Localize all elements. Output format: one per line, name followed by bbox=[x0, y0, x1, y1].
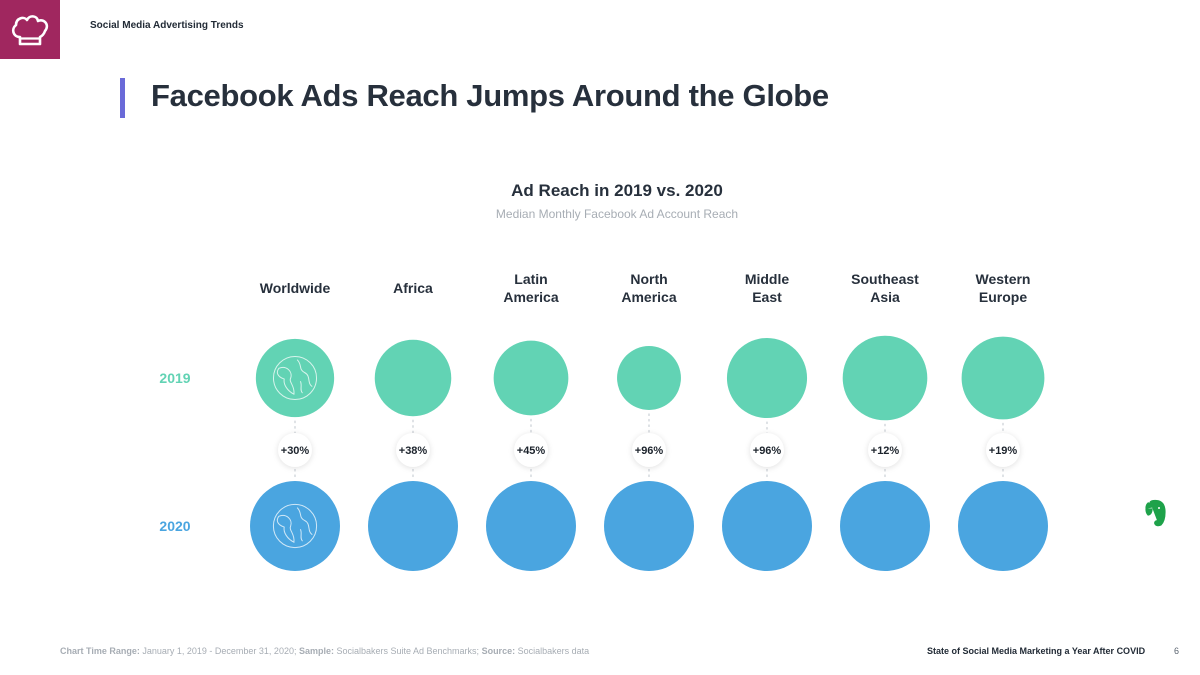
category-label-southeast-asia: Southeast Asia bbox=[851, 271, 919, 305]
chart-subtitle: Median Monthly Facebook Ad Account Reach bbox=[496, 207, 738, 221]
change-badge-africa bbox=[396, 433, 430, 467]
bubble-2019-north-america bbox=[617, 346, 681, 410]
sample-label: Sample: bbox=[296, 646, 334, 656]
change-badge-middle-east bbox=[750, 433, 784, 467]
change-badge-latin-america bbox=[514, 433, 548, 467]
change-badge-north-america bbox=[632, 433, 666, 467]
change-label-western-europe: +19% bbox=[989, 445, 1018, 457]
bubble-2020-southeast-asia bbox=[840, 481, 930, 571]
row-label-2019: 2019 bbox=[159, 370, 190, 386]
evernote-elephant-icon[interactable] bbox=[1143, 499, 1167, 527]
source-label: Source: bbox=[479, 646, 516, 656]
category-label-worldwide: Worldwide bbox=[260, 280, 331, 296]
report-name: State of Social Media Marketing a Year A… bbox=[927, 646, 1146, 656]
bubble-2019-latin-america bbox=[493, 340, 569, 416]
globe-icon bbox=[272, 355, 318, 401]
category-label-africa: Africa bbox=[393, 280, 433, 296]
report-section-title: Social Media Advertising Trends bbox=[90, 20, 244, 31]
source-value: Socialbakers data bbox=[515, 646, 590, 656]
bubble-2019-africa bbox=[374, 339, 452, 417]
category-label-middle-east: Middle East bbox=[745, 271, 790, 305]
bubble-2019-southeast-asia bbox=[842, 335, 928, 421]
category-label-western-europe: Western Europe bbox=[976, 271, 1031, 305]
chef-hat-icon bbox=[11, 14, 49, 45]
page-title: Facebook Ads Reach Jumps Around the Glob… bbox=[151, 78, 829, 113]
change-label-latin-america: +45% bbox=[517, 445, 546, 457]
page-number: 6 bbox=[1174, 646, 1180, 656]
range-label: Chart Time Range: bbox=[60, 646, 140, 656]
bubble-2019-middle-east bbox=[726, 337, 808, 419]
category-label-latin-america: Latin America bbox=[503, 271, 558, 305]
change-badge-western-europe bbox=[986, 433, 1020, 467]
globe-icon bbox=[272, 503, 318, 549]
bubble-2020-africa bbox=[368, 481, 458, 571]
change-label-worldwide: +30% bbox=[281, 445, 310, 457]
change-label-middle-east: +96% bbox=[753, 445, 782, 457]
row-label-2020: 2020 bbox=[159, 518, 190, 534]
bubble-2020-north-america bbox=[604, 481, 694, 571]
chart-title: Ad Reach in 2019 vs. 2020 bbox=[511, 181, 723, 200]
category-label-north-america: North America bbox=[621, 271, 676, 305]
bubble-2019-western-europe bbox=[961, 336, 1045, 420]
change-label-africa: +38% bbox=[399, 445, 428, 457]
bubble-2020-middle-east bbox=[722, 481, 812, 571]
bubble-2020-western-europe bbox=[958, 481, 1048, 571]
change-label-north-america: +96% bbox=[635, 445, 664, 457]
bubble-2019-worldwide bbox=[255, 338, 335, 418]
title-accent-bar bbox=[120, 78, 125, 118]
sample-value: Socialbakers Suite Ad Benchmarks; bbox=[333, 646, 480, 656]
chart-footnote: Chart Time Range: January 1, 2019 - Dece… bbox=[60, 646, 589, 656]
range-value: January 1, 2019 - December 31, 2020; bbox=[139, 646, 297, 656]
change-badge-southeast-asia bbox=[868, 433, 902, 467]
bubble-2020-worldwide bbox=[250, 481, 340, 571]
change-label-southeast-asia: +12% bbox=[871, 445, 900, 457]
change-badge-worldwide bbox=[278, 433, 312, 467]
logo bbox=[0, 0, 60, 59]
bubble-2020-latin-america bbox=[486, 481, 576, 571]
